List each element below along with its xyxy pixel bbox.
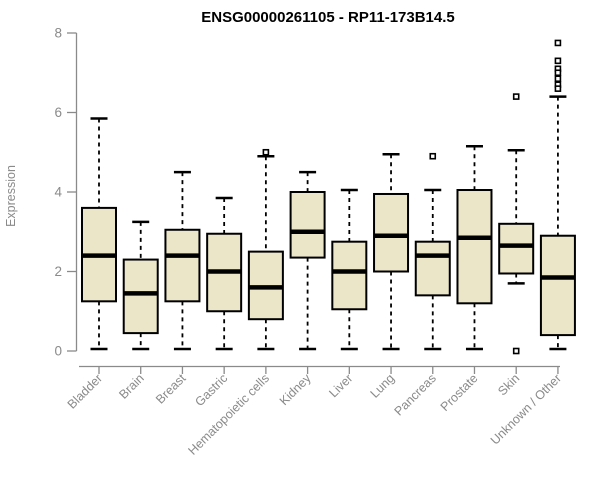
boxplot-prostate [456, 145, 493, 351]
boxplot-hematopoietic-cells [247, 148, 284, 351]
boxplot-brain [122, 220, 159, 351]
y-axis-title: Expression [4, 165, 18, 227]
iqr-box [498, 222, 535, 275]
x-axis-label-hematopoietic-cells: Hematopoietic cells [185, 371, 272, 458]
boxplot-liver [331, 188, 368, 351]
x-axis-label-brain: Brain [116, 371, 147, 402]
boxplot-lung [373, 152, 410, 351]
y-axis-tick-label-0: 0 [54, 344, 62, 359]
outlier-point [554, 75, 562, 83]
iqr-box [122, 258, 159, 335]
x-axis-label-unknown-other: Unknown / Other [488, 371, 564, 447]
chart-title: ENSG00000261105 - RP11-173B14.5 [201, 9, 455, 26]
iqr-box [373, 192, 410, 273]
outlier-point [554, 39, 562, 47]
iqr-box [414, 240, 451, 297]
y-axis-tick-label-8: 8 [54, 26, 62, 41]
outlier-point [554, 69, 562, 77]
x-axis-label-liver: Liver [326, 371, 355, 400]
x-axis-label-skin: Skin [495, 371, 522, 398]
boxplot-pancreas [414, 152, 451, 351]
x-axis-label-breast: Breast [153, 371, 189, 407]
iqr-box [289, 191, 326, 259]
y-axis-tick-label-2: 2 [54, 264, 62, 279]
iqr-box [331, 240, 368, 311]
outlier-point [262, 148, 270, 156]
iqr-box [539, 234, 576, 337]
boxplot-gastric [206, 196, 243, 351]
y-axis-tick-label-4: 4 [54, 185, 62, 200]
boxplot-breast [164, 170, 201, 351]
outlier-point [554, 85, 562, 92]
outlier-point [554, 57, 562, 65]
boxplot-unknown-other [539, 39, 576, 351]
iqr-box [164, 228, 201, 303]
y-axis: 0 2 4 6 8 [54, 26, 78, 359]
x-axis-label-kidney: Kidney [277, 371, 314, 408]
x-axis-label-prostate: Prostate [438, 371, 481, 414]
boxplot-kidney [289, 170, 326, 351]
boxplot-bladder [81, 117, 117, 351]
iqr-box [456, 189, 493, 305]
x-axis-label-pancreas: Pancreas [392, 371, 439, 418]
outlier-point [429, 152, 437, 160]
plot-area [81, 39, 576, 355]
x-axis-label-gastric: Gastric [192, 371, 230, 409]
outlier-point [512, 93, 520, 100]
y-axis-tick-label-6: 6 [54, 105, 62, 120]
outlier-point [512, 347, 520, 355]
x-axis-label-lung: Lung [368, 371, 398, 401]
x-axis-label-bladder: Bladder [65, 371, 105, 411]
boxplot-skin [498, 93, 535, 355]
